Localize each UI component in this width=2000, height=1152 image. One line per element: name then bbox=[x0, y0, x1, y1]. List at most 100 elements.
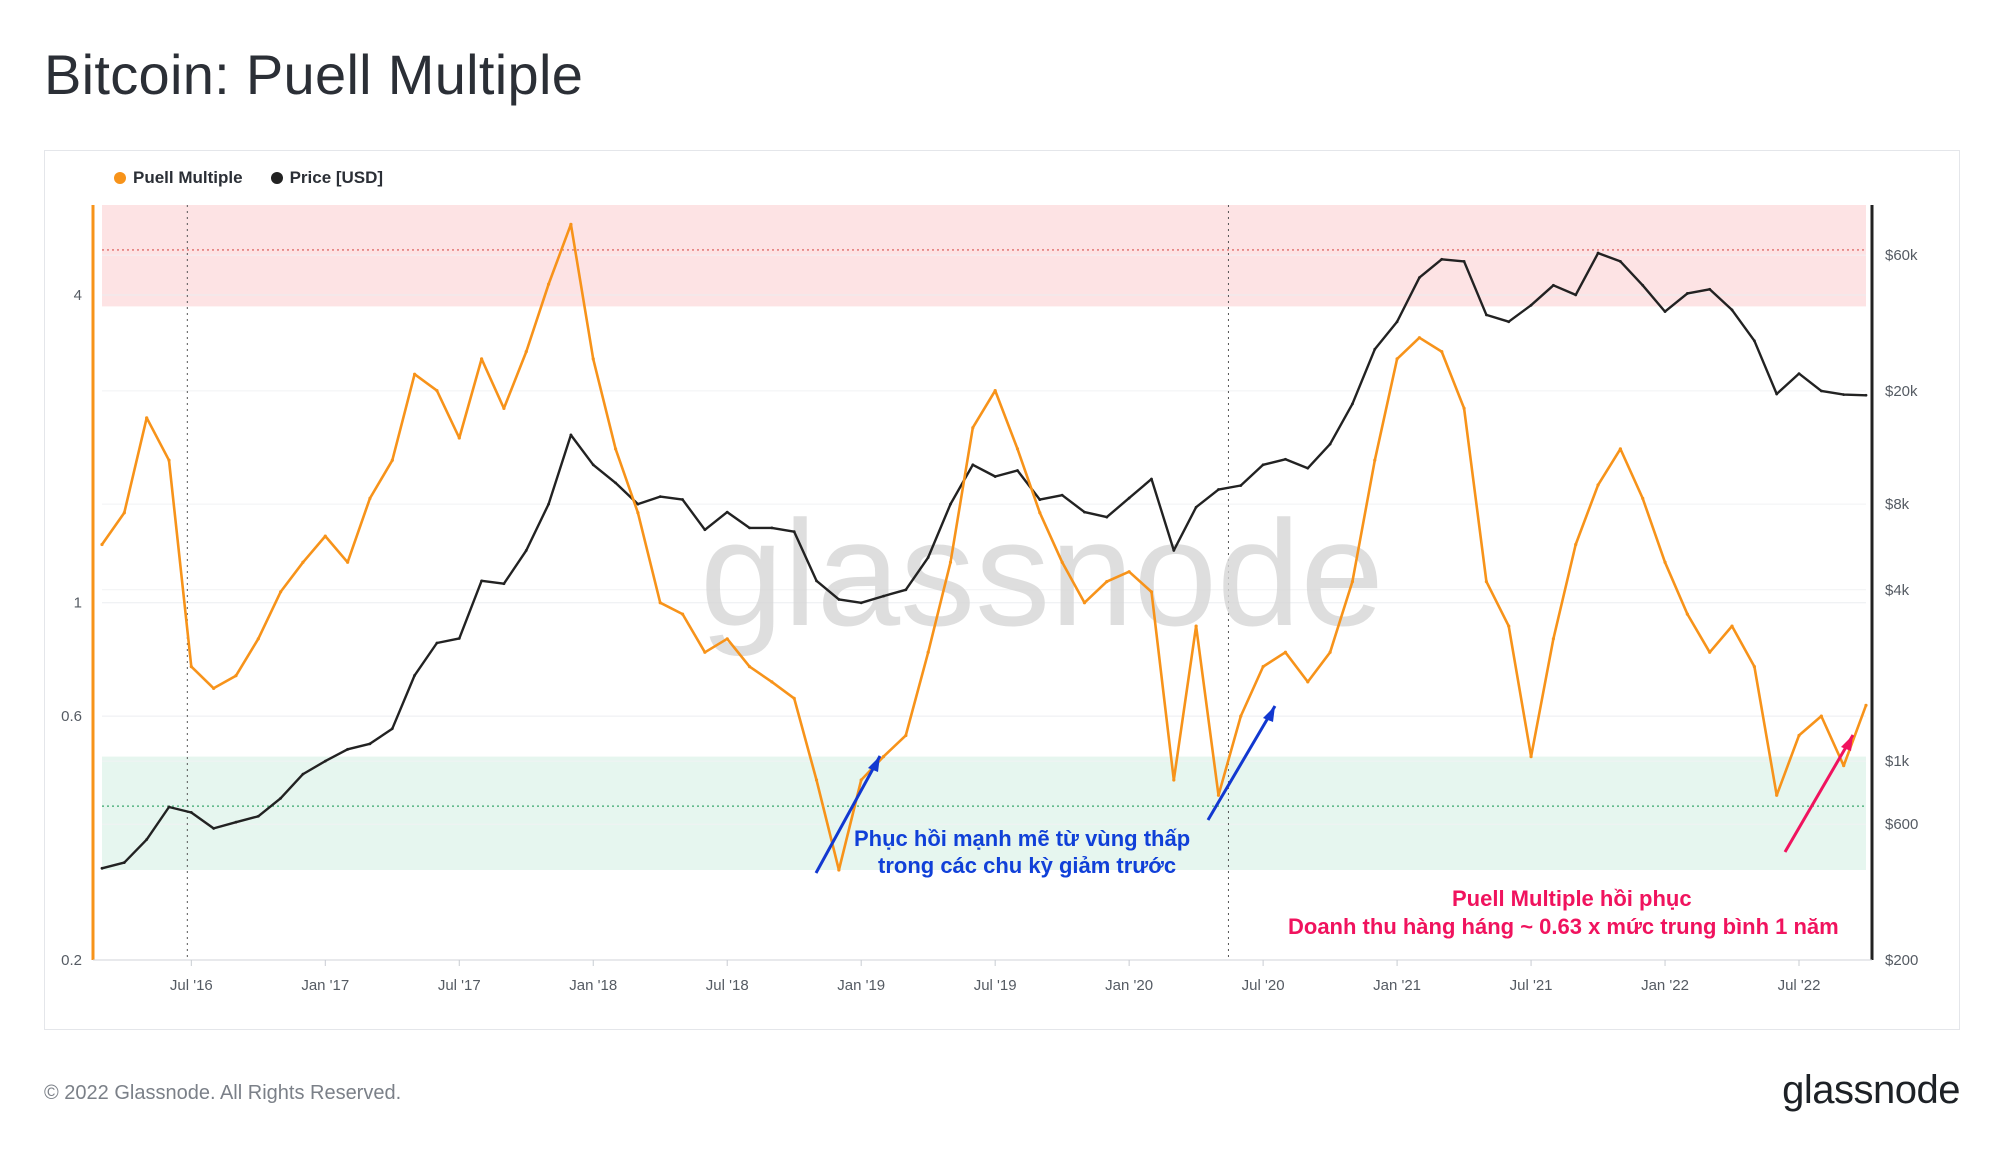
price-point bbox=[1127, 496, 1131, 500]
x-tick-label: Jul '16 bbox=[170, 977, 213, 994]
puell-point bbox=[881, 755, 886, 759]
price-point bbox=[569, 433, 573, 437]
puell-point bbox=[145, 416, 149, 420]
puell-point bbox=[1775, 793, 1779, 797]
puell-point bbox=[1484, 579, 1489, 584]
price-point bbox=[1685, 292, 1689, 295]
price-point bbox=[1373, 347, 1377, 351]
annotation-blue-line1: Phục hồi mạnh mẽ từ vùng thấp bbox=[854, 826, 1190, 851]
puell-point bbox=[1306, 680, 1310, 684]
price-point bbox=[1172, 549, 1176, 552]
price-point bbox=[145, 838, 149, 841]
price-point bbox=[1306, 466, 1310, 470]
price-point bbox=[1418, 276, 1421, 280]
x-tick-label: Jul '21 bbox=[1510, 977, 1553, 994]
puell-point bbox=[591, 357, 595, 361]
price-point bbox=[1016, 469, 1019, 472]
price-point bbox=[591, 463, 595, 467]
puell-point bbox=[1417, 336, 1422, 340]
puell-point bbox=[859, 778, 863, 782]
puell-point bbox=[1708, 650, 1712, 654]
price-point bbox=[189, 811, 193, 814]
price-point bbox=[1284, 457, 1287, 461]
price-point bbox=[1194, 505, 1198, 509]
x-tick-label: Jan '22 bbox=[1641, 977, 1689, 994]
price-point bbox=[547, 502, 550, 506]
puell-point bbox=[1395, 357, 1399, 361]
puell-point bbox=[301, 560, 305, 564]
puell-point bbox=[1641, 496, 1645, 501]
left-tick-label: 0.2 bbox=[61, 952, 82, 969]
series-puell-line bbox=[100, 223, 1868, 872]
puell-point bbox=[1015, 447, 1020, 451]
price-point bbox=[1708, 287, 1712, 291]
puell-point bbox=[1819, 714, 1823, 718]
puell-point bbox=[1172, 778, 1176, 782]
price-point bbox=[748, 526, 751, 530]
puell-point bbox=[1239, 714, 1243, 718]
left-axis-ticks: 0.2 0.6 1 4 bbox=[61, 287, 82, 969]
right-tick-label: $20k bbox=[1885, 383, 1918, 400]
glassnode-logo[interactable]: glassnode bbox=[1782, 1068, 1960, 1112]
x-axis-ticks: Jul '16 Jan '17 Jul '17 Jan '18 Jul '18 Jan '… bbox=[170, 960, 1820, 994]
puell-point bbox=[546, 282, 551, 286]
arrow-blue-2020 bbox=[1206, 705, 1277, 821]
puell-point bbox=[680, 612, 685, 616]
x-tick-label: Jan '18 bbox=[569, 977, 617, 994]
puell-point bbox=[212, 686, 216, 690]
puell-point bbox=[368, 496, 372, 501]
price-point bbox=[993, 475, 997, 478]
price-point bbox=[926, 555, 930, 559]
puell-point bbox=[1038, 511, 1042, 515]
puell-point bbox=[837, 868, 841, 872]
price-point bbox=[279, 796, 283, 800]
price-point bbox=[435, 641, 439, 645]
puell-point bbox=[1685, 612, 1689, 616]
price-point bbox=[1239, 484, 1243, 487]
x-tick-label: Jan '17 bbox=[301, 977, 349, 994]
arrow-blue-2019 bbox=[814, 755, 882, 874]
chart-title: Bitcoin: Puell Multiple bbox=[44, 43, 584, 106]
price-point bbox=[1261, 463, 1265, 467]
price-point bbox=[636, 502, 640, 506]
puell-point bbox=[1350, 579, 1355, 584]
price-point bbox=[681, 498, 684, 501]
puell-point bbox=[814, 778, 819, 782]
puell-point bbox=[256, 637, 260, 641]
puell-point bbox=[1618, 447, 1622, 451]
puell-point bbox=[1194, 624, 1198, 628]
x-tick-label: Jan '20 bbox=[1105, 977, 1153, 994]
legend-dot-puell bbox=[114, 172, 126, 184]
price-point bbox=[212, 827, 216, 830]
price-point bbox=[859, 601, 863, 605]
puell-point bbox=[926, 650, 930, 654]
legend-item-price[interactable]: Price [USD] bbox=[270, 168, 383, 188]
series-price-line bbox=[101, 251, 1867, 870]
price-point bbox=[882, 594, 885, 598]
puell-point bbox=[1730, 624, 1734, 628]
watermark-text: glassnode bbox=[700, 489, 1384, 657]
price-point bbox=[1083, 510, 1086, 514]
zone-red bbox=[102, 205, 1866, 307]
price-point bbox=[1797, 372, 1801, 376]
price-point bbox=[1663, 310, 1667, 313]
price-point bbox=[1730, 308, 1734, 312]
price-point bbox=[480, 579, 483, 583]
price-point bbox=[1842, 393, 1846, 397]
price-point bbox=[502, 582, 506, 586]
x-tick-label: Jan '21 bbox=[1373, 977, 1421, 994]
price-point bbox=[390, 727, 394, 731]
price-point bbox=[770, 526, 774, 530]
puell-point bbox=[971, 426, 975, 430]
price-point bbox=[1775, 392, 1779, 396]
puell-point bbox=[1261, 664, 1265, 669]
annotation-red-line2: Doanh thu hàng háng ~ 0.63 x mức trung b… bbox=[1288, 914, 1839, 939]
price-point bbox=[725, 510, 729, 514]
puell-point bbox=[1596, 483, 1600, 487]
price-point bbox=[1551, 283, 1555, 287]
legend-item-puell[interactable]: Puell Multiple bbox=[114, 168, 243, 188]
puell-point bbox=[234, 674, 238, 678]
footer-copyright: © 2022 Glassnode. All Rights Reserved. bbox=[44, 1082, 402, 1104]
puell-point bbox=[1574, 542, 1578, 547]
puell-point bbox=[636, 511, 640, 515]
